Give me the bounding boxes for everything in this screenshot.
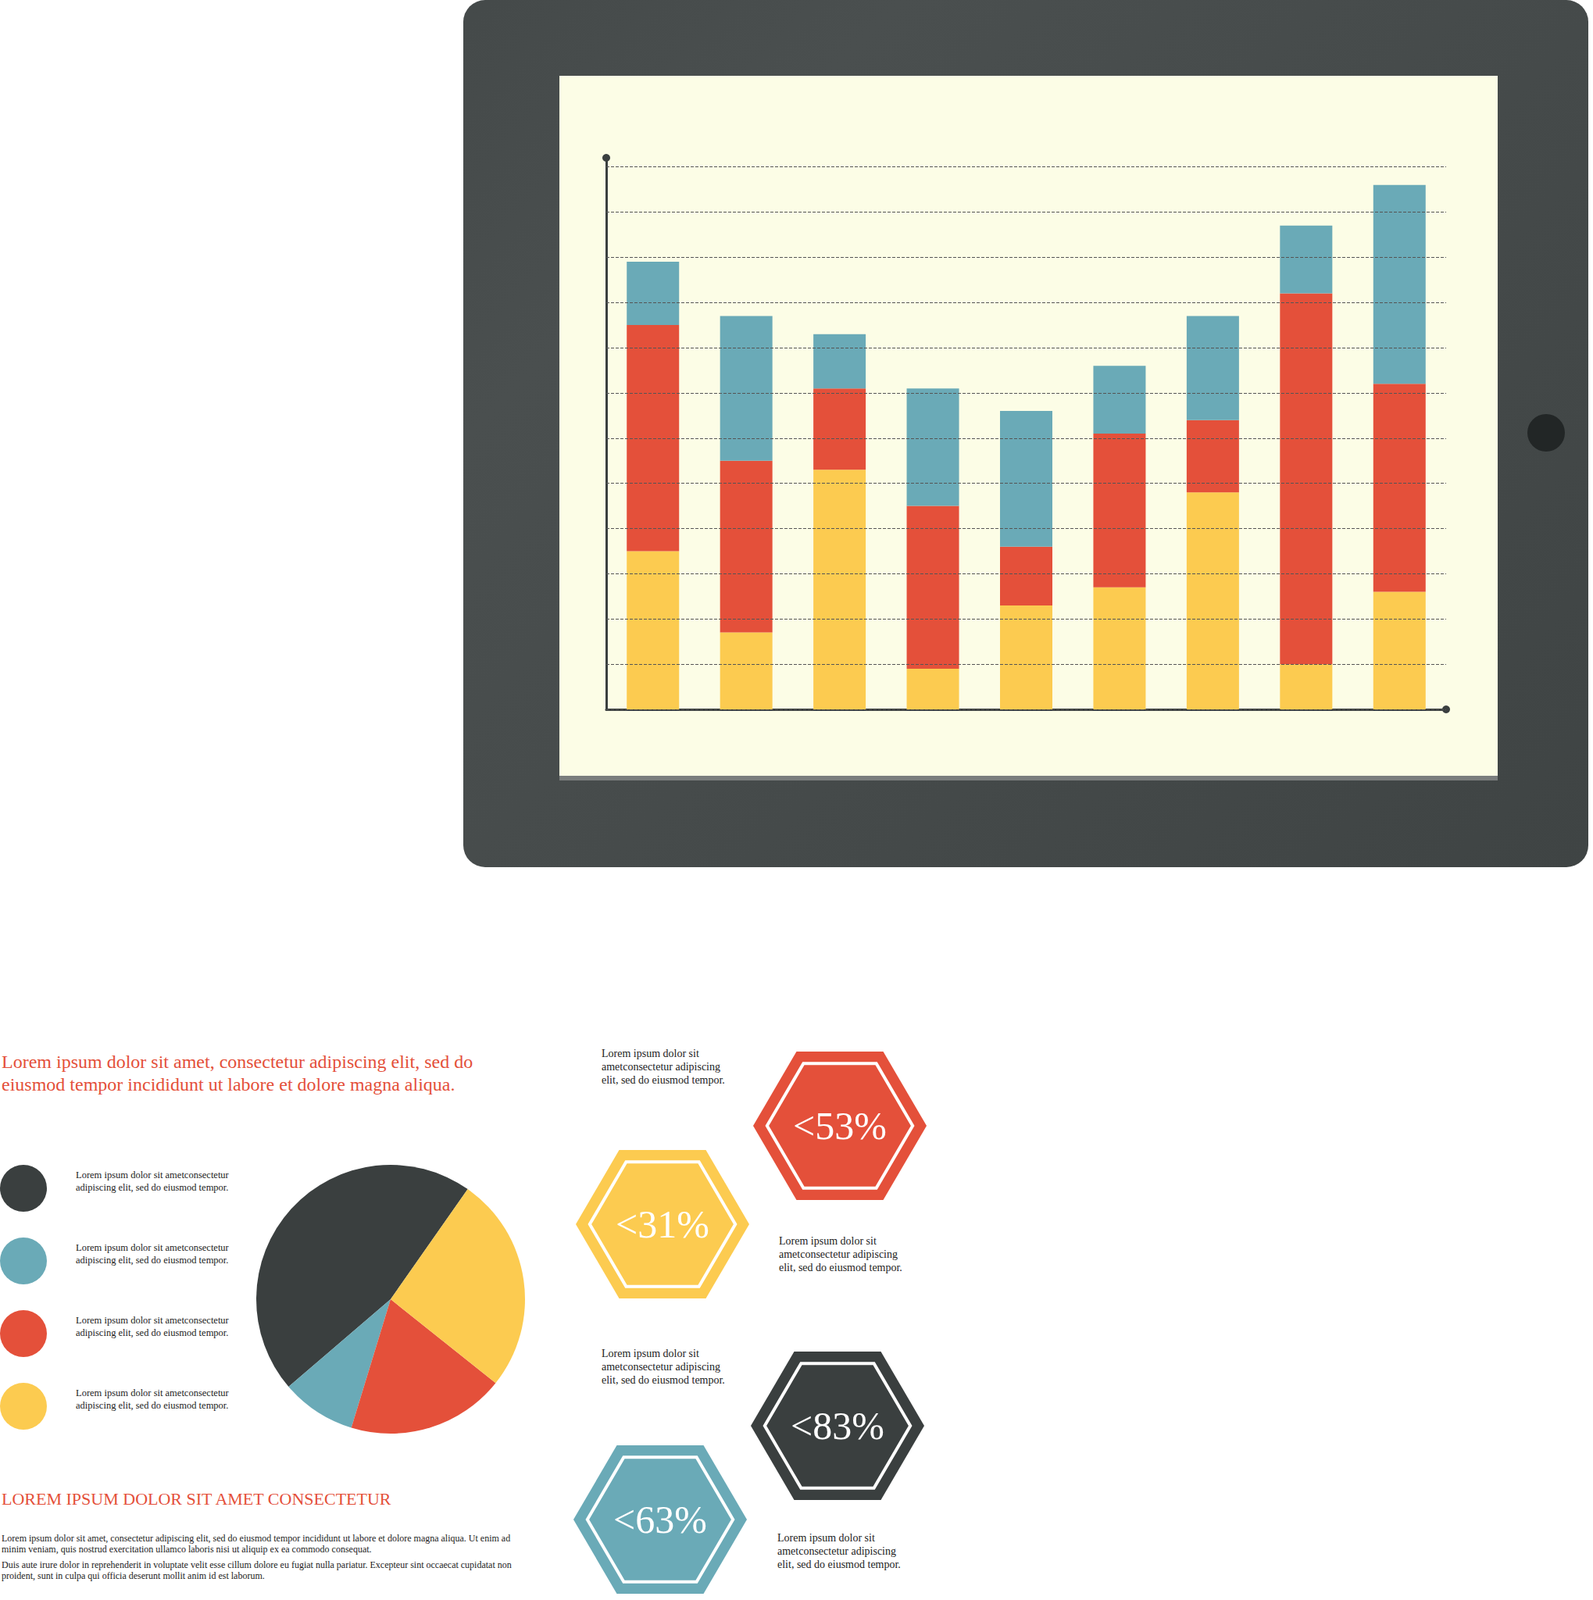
html-text:Lorem ipsum dolor sit amet, co: Lorem ipsum dolor sit amet, consectetur …: [1, 1051, 473, 1095]
html-text:LOREM IPSUM DOLOR SIT AMET CON: LOREM IPSUM DOLOR SIT AMET CONSECTETUR: [1, 1489, 392, 1509]
html-text:Lorem ipsum dolor sit amet, co: Lorem ipsum dolor sit amet, consectetur …: [1, 1532, 511, 1555]
svg-text:<31%: <31%: [615, 1202, 710, 1247]
svg-text:<53%: <53%: [792, 1103, 887, 1148]
html-text:Lorem ipsum dolor sit ametcons: Lorem ipsum dolor sit ametconsectetur ad…: [75, 1314, 229, 1339]
html-text:Lorem ipsum dolor sit ametcons: Lorem ipsum dolor sit ametconsectetur ad…: [777, 1532, 901, 1571]
html-text:Lorem ipsum dolor sit ametcons: Lorem ipsum dolor sit ametconsectetur ad…: [75, 1169, 229, 1193]
html-text:Duis aute irure dolor in repre: Duis aute irure dolor in reprehenderit i…: [1, 1559, 512, 1582]
html-text:Lorem ipsum dolor sit ametcons: Lorem ipsum dolor sit ametconsectetur ad…: [75, 1242, 229, 1266]
svg-text:<63%: <63%: [613, 1497, 708, 1542]
svg-text:<83%: <83%: [790, 1403, 885, 1448]
html-text:Lorem ipsum dolor sit ametcons: Lorem ipsum dolor sit ametconsectetur ad…: [601, 1047, 725, 1086]
html-text:Lorem ipsum dolor sit ametcons: Lorem ipsum dolor sit ametconsectetur ad…: [75, 1387, 229, 1411]
html-text:Lorem ipsum dolor sit ametcons: Lorem ipsum dolor sit ametconsectetur ad…: [778, 1235, 903, 1274]
html-text:Lorem ipsum dolor sit ametcons: Lorem ipsum dolor sit ametconsectetur ad…: [601, 1347, 725, 1386]
